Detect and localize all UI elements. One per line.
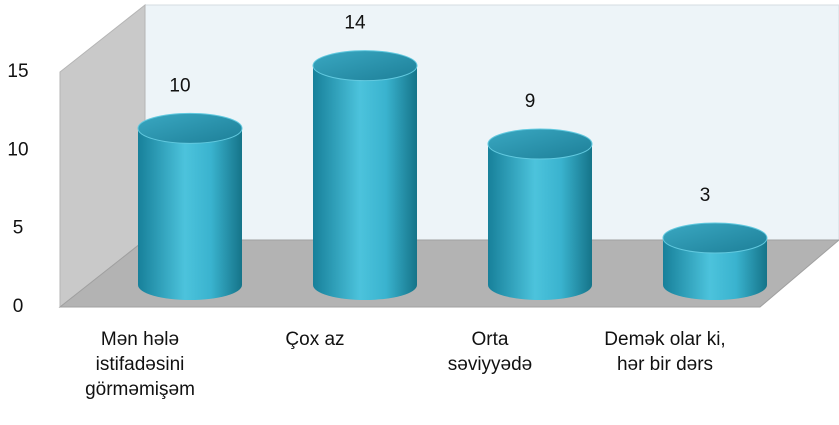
x-tick-label: Demək olar ki, hər bir dərs bbox=[604, 329, 726, 375]
x-tick-label: Orta səviyyədə bbox=[447, 329, 533, 375]
cylinder-top bbox=[137, 112, 243, 144]
y-tick-label: 10 bbox=[7, 139, 28, 160]
y-tick-label: 15 bbox=[7, 61, 28, 82]
y-tick-label: 5 bbox=[13, 218, 24, 239]
cylinder-top bbox=[662, 222, 768, 254]
x-tick-label: Mən hələ istifadəsini görməmişəm bbox=[85, 329, 195, 400]
cylinder bbox=[138, 128, 242, 300]
cylinder bbox=[488, 144, 592, 300]
cylinder-top bbox=[312, 50, 418, 82]
cylinder-top bbox=[487, 128, 593, 160]
cylinder bbox=[313, 65, 417, 301]
floor bbox=[58, 239, 839, 308]
y-tick-label: 0 bbox=[13, 296, 24, 317]
value-label: 3 bbox=[700, 185, 711, 206]
x-tick-label: Çox az bbox=[285, 329, 345, 350]
value-label: 10 bbox=[169, 75, 190, 96]
value-label: 9 bbox=[525, 91, 536, 112]
value-label: 14 bbox=[344, 13, 366, 34]
cylinder bbox=[663, 238, 767, 300]
